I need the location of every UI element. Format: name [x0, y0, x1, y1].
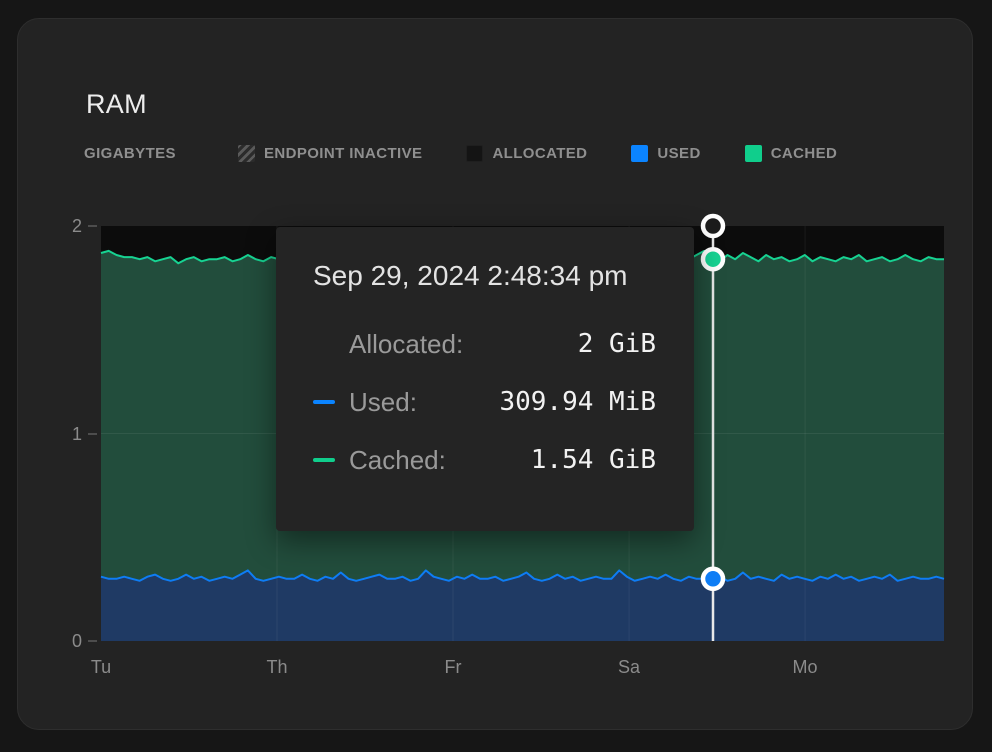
legend-item-label: ALLOCATED [492, 144, 588, 162]
series-dash-icon [313, 400, 335, 404]
tooltip-rows: Allocated: 2 GiB Used: 309.94 MiB Cached: 1.5… [313, 315, 656, 489]
chart-tooltip: Sep 29, 2024 2:48:34 pm Allocated: 2 GiB U… [276, 227, 694, 531]
x-axis-tick-label: Th [266, 657, 288, 677]
x-axis-tick-label: Fr [444, 657, 462, 677]
legend-item-label: USED [657, 144, 701, 162]
legend-item-label: CACHED [770, 144, 838, 162]
tooltip-row-label: Used: [349, 386, 417, 417]
crosshair [700, 213, 726, 641]
x-axis-tick-label: Mo [792, 657, 818, 677]
ram-metrics-card: RAM GIGABYTES ENDPOINT INACTIVE ALLOCATED… [17, 18, 973, 730]
legend-item-allocated[interactable]: ALLOCATED [466, 144, 588, 162]
used-area [101, 570, 944, 641]
tooltip-row-value: 1.54 GiB [530, 445, 656, 475]
tooltip-row-label: Cached: [349, 444, 446, 475]
cached-swatch-icon [744, 144, 762, 162]
unit-label: GIGABYTES [84, 144, 176, 162]
x-axis-tick-label: Sa [618, 657, 641, 677]
crosshair-marker-used [700, 566, 726, 592]
crosshair-marker-allocated [700, 213, 726, 239]
y-axis-tick-mark [88, 640, 97, 642]
legend-item-cached[interactable]: CACHED [744, 144, 838, 162]
tooltip-row-label: Allocated: [349, 328, 464, 359]
allocated-swatch-icon [466, 144, 484, 162]
tooltip-timestamp: Sep 29, 2024 2:48:34 pm [313, 260, 628, 291]
y-axis-tick-label: 0 [71, 631, 82, 651]
tooltip-row-value: 309.94 MiB [499, 387, 656, 417]
y-axis-tick-label: 1 [71, 423, 82, 444]
y-axis-tick-label: 2 [71, 216, 82, 236]
used-swatch-icon [631, 144, 649, 162]
tooltip-row: Cached: 1.54 GiB [313, 431, 656, 489]
card-title: RAM [86, 89, 147, 119]
legend-item-label: ENDPOINT INACTIVE [263, 144, 423, 162]
y-axis-tick-mark [88, 225, 97, 227]
y-axis-tick-mark [88, 432, 97, 435]
chart-legend: GIGABYTES ENDPOINT INACTIVE ALLOCATED USED… [84, 141, 932, 165]
series-dash-icon [313, 458, 335, 462]
crosshair-marker-cached [700, 246, 726, 272]
x-axis-tick-label: Tu [90, 657, 112, 677]
legend-item-used[interactable]: USED [631, 144, 701, 162]
endpoint-inactive-swatch-icon [237, 144, 255, 162]
legend-item-endpoint-inactive[interactable]: ENDPOINT INACTIVE [237, 144, 423, 162]
used-line [100, 569, 945, 582]
tooltip-row: Allocated: 2 GiB [313, 315, 656, 373]
tooltip-row-value: 2 GiB [577, 329, 656, 359]
tooltip-row: Used: 309.94 MiB [313, 373, 656, 431]
